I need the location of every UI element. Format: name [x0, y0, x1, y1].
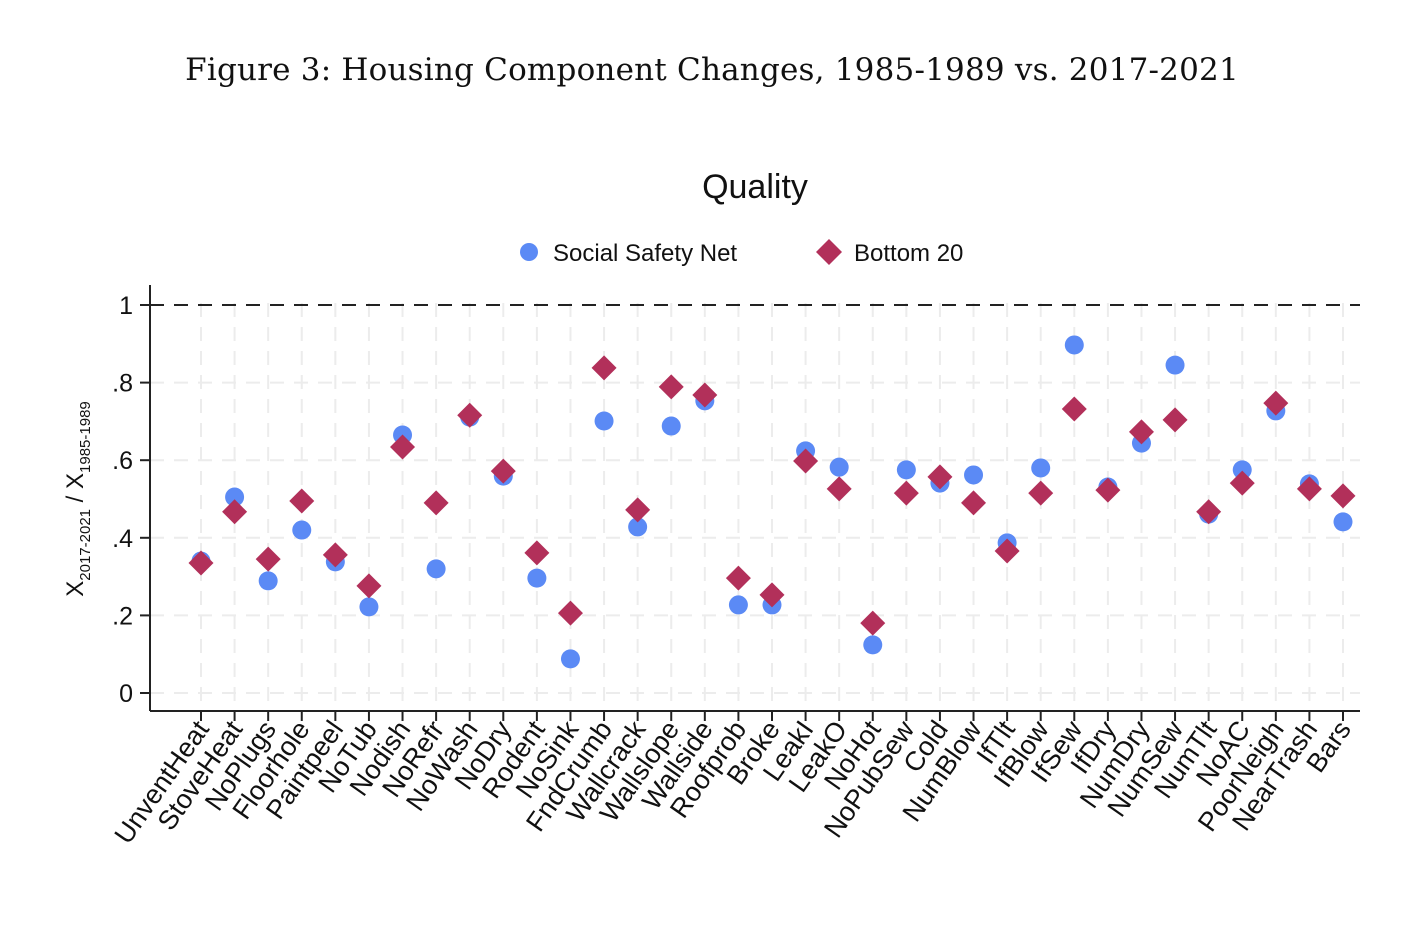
legend: Social Safety Net Bottom 20	[520, 239, 963, 267]
point-social-safety-net	[292, 520, 312, 540]
point-bottom-20	[188, 550, 214, 576]
point-bottom-20	[759, 582, 785, 608]
point-social-safety-net	[1064, 335, 1084, 355]
y-tick-label: 1	[119, 292, 133, 320]
point-bottom-20	[1028, 480, 1054, 506]
point-social-safety-net	[964, 465, 984, 485]
point-social-safety-net	[359, 597, 379, 617]
point-social-safety-net	[225, 487, 245, 507]
point-bottom-20	[390, 434, 416, 460]
legend-marker-social-safety-net	[520, 243, 538, 261]
point-social-safety-net	[426, 559, 446, 579]
point-bottom-20	[961, 490, 987, 516]
point-bottom-20	[692, 382, 718, 408]
x-axis-ticks: UnventHeatStoveHeatNoPlugsFloorholePaint…	[109, 711, 1357, 849]
point-bottom-20	[1330, 483, 1356, 509]
point-bottom-20	[893, 480, 919, 506]
figure-caption: Figure 3: Housing Component Changes, 198…	[185, 52, 1239, 88]
point-social-safety-net	[258, 571, 278, 591]
legend-label-bottom-20: Bottom 20	[854, 240, 963, 267]
point-bottom-20	[793, 448, 819, 474]
point-bottom-20	[322, 542, 348, 568]
point-bottom-20	[591, 355, 617, 381]
y-tick-label: .8	[112, 370, 133, 398]
point-bottom-20	[490, 458, 516, 484]
point-social-safety-net	[560, 649, 580, 669]
point-bottom-20	[557, 600, 583, 626]
point-social-safety-net	[1333, 512, 1353, 532]
legend-marker-bottom-20	[816, 239, 842, 265]
point-bottom-20	[826, 476, 852, 502]
y-tick-label: 0	[119, 680, 133, 708]
point-social-safety-net	[594, 411, 614, 431]
point-social-safety-net	[1031, 458, 1051, 478]
point-bottom-20	[356, 573, 382, 599]
point-bottom-20	[1128, 419, 1154, 445]
point-bottom-20	[289, 488, 315, 514]
legend-label-social-safety-net: Social Safety Net	[553, 240, 737, 267]
point-social-safety-net	[1165, 355, 1185, 375]
point-social-safety-net	[628, 517, 648, 537]
point-bottom-20	[457, 402, 483, 428]
point-bottom-20	[524, 540, 550, 566]
y-tick-label: .4	[112, 525, 133, 553]
point-bottom-20	[625, 497, 651, 523]
y-axis-label: X2017-2021 / X1985-1989	[62, 401, 94, 597]
point-social-safety-net	[829, 457, 849, 477]
point-bottom-20	[1095, 477, 1121, 503]
point-bottom-20	[1263, 390, 1289, 416]
y-axis-label-sub1: 2017-2021	[77, 509, 94, 581]
point-social-safety-net	[896, 460, 916, 480]
point-bottom-20	[1061, 396, 1087, 422]
point-bottom-20	[1162, 407, 1188, 433]
y-tick-label: .2	[112, 602, 133, 630]
point-bottom-20	[1296, 476, 1322, 502]
point-bottom-20	[222, 499, 248, 525]
point-bottom-20	[255, 546, 281, 572]
axes	[149, 285, 1360, 712]
y-axis-label-main2: X	[62, 473, 89, 489]
data-points	[188, 335, 1356, 669]
y-axis-label-group: X2017-2021 / X1985-1989	[62, 401, 94, 597]
point-bottom-20	[1196, 499, 1222, 525]
point-bottom-20	[725, 565, 751, 591]
point-bottom-20	[658, 374, 684, 400]
point-social-safety-net	[661, 416, 681, 436]
point-bottom-20	[927, 464, 953, 490]
y-axis-ticks: 0 .2 .4 .6 .8 1	[112, 292, 150, 708]
point-social-safety-net	[728, 595, 748, 615]
y-axis-label-sep: /	[62, 489, 89, 509]
y-axis-label-main1: X	[62, 581, 89, 597]
point-bottom-20	[1229, 470, 1255, 496]
chart-title: Quality	[702, 168, 808, 206]
point-bottom-20	[423, 490, 449, 516]
point-bottom-20	[994, 538, 1020, 564]
point-social-safety-net	[863, 635, 883, 655]
point-bottom-20	[860, 610, 886, 636]
y-axis-label-sub2: 1985-1989	[77, 401, 94, 473]
y-tick-label: .6	[112, 447, 133, 475]
point-social-safety-net	[1232, 460, 1252, 480]
point-social-safety-net	[527, 568, 547, 588]
